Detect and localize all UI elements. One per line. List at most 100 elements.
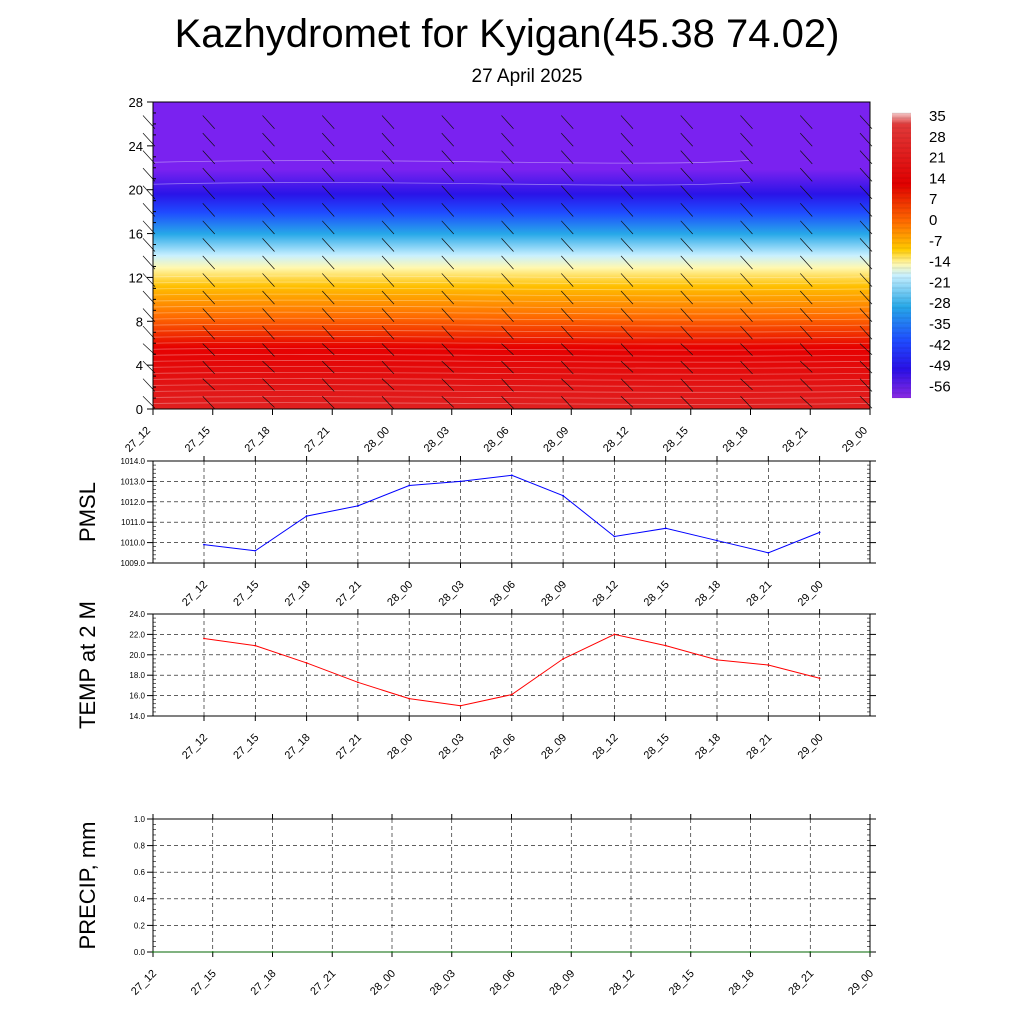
colorbar-label: 21 [929,150,946,167]
temperature-contour [152,287,871,291]
wind-barb [441,167,455,182]
wind-barb [441,203,455,217]
wind-barb [620,167,634,182]
field-y-tick-label: 16 [129,227,143,242]
wind-barb [680,203,694,217]
wind-barb [799,115,813,129]
precip-point [510,951,513,953]
wind-barb [501,167,514,182]
field-y-tick-label: 0 [136,402,143,417]
pmsl-point [254,549,257,552]
pmsl-x-tick-label: 27_15 [231,579,261,609]
temp2m-x-tick-label: 27_21 [334,732,364,762]
wind-barb [799,343,813,357]
pmsl-x-tick-label: 28_15 [642,579,672,609]
temperature-contour [152,159,751,164]
temp2m-y-tick-label: 18.0 [129,671,145,680]
wind-barb [501,115,514,129]
precip-x-tick-label: 29_00 [846,968,876,998]
wind-barb [381,343,395,356]
colorbar-label: 35 [929,108,946,125]
wind-barb [321,308,335,322]
wind-barb [620,238,634,252]
precip-point [211,951,214,953]
wind-barb [501,290,514,305]
wind-barb [501,220,514,235]
field-x-tick-label: 28_03 [422,425,452,455]
precip-x-tick-label: 28_09 [547,968,577,998]
wind-barb [680,185,694,200]
temperature-contour [152,317,871,321]
wind-barb [799,255,813,270]
wind-barb [680,360,693,374]
wind-barb [322,395,335,409]
wind-barb [620,150,634,165]
wind-barb [202,150,216,165]
wind-barb [740,150,753,165]
wind-barb [321,167,335,182]
precip-point [450,951,453,953]
precip-y-tick-label: 0.6 [134,868,146,877]
pmsl-point [305,515,308,517]
precip-x-tick-label: 27_18 [249,968,279,998]
temp2m-point [203,637,205,640]
wind-barb [321,238,335,252]
temp2m-point [562,657,564,660]
pmsl-point [818,531,821,534]
field-y-tick-label: 28 [129,95,143,110]
wind-barb [800,378,813,391]
temperature-height-panel: 0 4 8 12 16 20 24 28 27_12 27_15 27_18 27_21 28_00 2… [123,95,873,455]
precip-x-tick-label: 28_18 [727,968,757,998]
field-y-tick-label: 20 [129,183,143,198]
colorbar-scale [892,113,911,398]
pmsl-ylabel: PMSL [75,482,100,542]
pmsl-x-tick-label: 29_00 [796,579,826,609]
wind-barb [202,395,216,410]
temp2m-x-tick-label: 28_15 [642,732,672,762]
wind-barb [321,203,335,217]
temperature-contour [152,329,871,333]
wind-barb [561,343,574,356]
temperature-contour [152,360,871,363]
wind-barb [620,290,634,305]
colorbar-label: -42 [929,337,951,354]
wind-barb [501,185,514,200]
wind-barb [620,255,634,270]
precip-x-tick-label: 28_00 [368,968,398,998]
wind-barb [381,167,395,182]
field-x-tick-label: 28_09 [541,425,571,455]
pmsl-y-tick-label: 1010.0 [121,539,146,548]
field-x-tick-label: 27_18 [243,425,273,455]
temp2m-x-tick-label: 28_03 [437,732,467,762]
wind-barb [740,115,753,129]
field-x-tick-label: 28_06 [482,425,512,455]
precip-y-tick-label: 0.0 [134,948,146,957]
wind-barb [262,220,275,235]
pmsl-point [613,535,616,538]
wind-barb [441,132,455,147]
colorbar-label: -7 [929,233,942,250]
wind-barb [381,395,395,410]
precip-x-tick-label: 28_15 [667,968,697,998]
wind-barb [680,343,693,356]
wind-barb [501,395,514,409]
colorbar-label: -28 [929,295,951,312]
wind-barb [620,343,634,357]
temp2m-point [254,644,257,647]
temperature-contour [152,281,871,285]
wind-barb [680,255,694,270]
pmsl-y-tick-label: 1014.0 [121,457,146,466]
wind-barb [262,360,275,373]
wind-barb [441,343,455,357]
temperature-contour [152,396,871,399]
wind-barb [800,395,813,408]
temperature-contour [152,311,871,315]
field-y-tick-label: 8 [136,314,143,329]
temp2m-point [459,704,462,707]
pmsl-x-tick-label: 27_21 [334,579,364,609]
wind-barb [321,273,335,287]
temp2m-y-tick-label: 20.0 [129,651,145,660]
wind-barb [620,325,634,340]
wind-barb [202,290,216,305]
wind-barb [441,360,454,373]
